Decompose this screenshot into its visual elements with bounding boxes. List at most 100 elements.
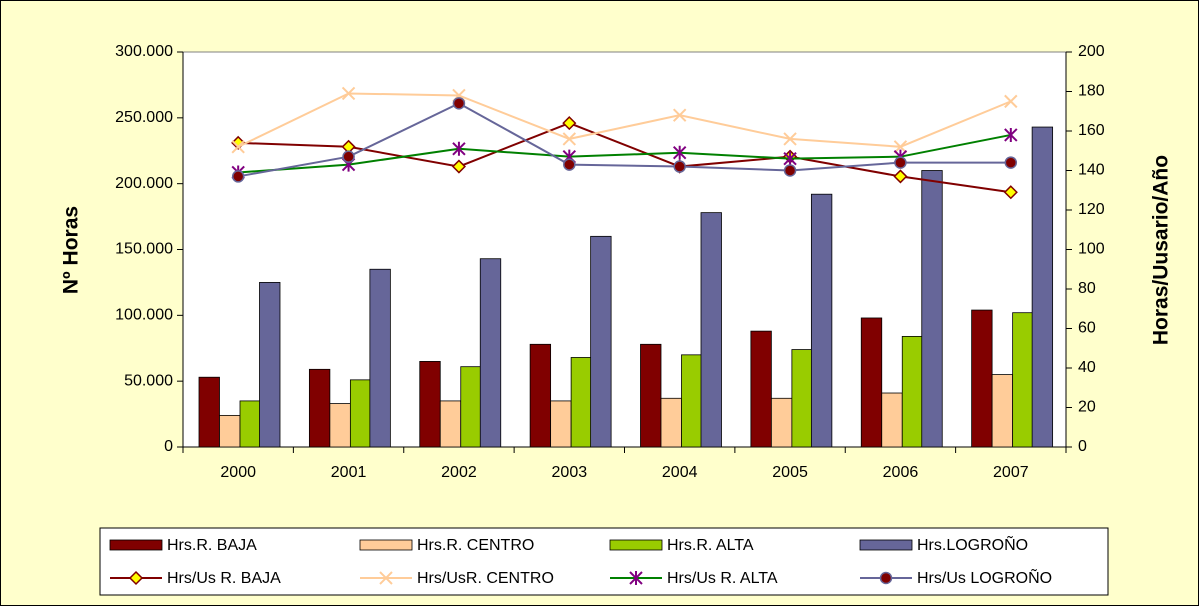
x-tick-label: 2003 [552, 464, 588, 481]
bar [660, 397, 682, 448]
line [238, 102, 1011, 178]
point-marker [893, 140, 908, 154]
point-marker [452, 97, 466, 110]
legend-marker [128, 570, 144, 586]
legend-marker [879, 571, 893, 585]
legend-label: Hrs/Us R. BAJA [167, 570, 281, 587]
legend-box [99, 527, 1109, 596]
legend-label: Hrs.R. BAJA [167, 537, 257, 554]
bar [590, 235, 612, 448]
bar [971, 309, 993, 448]
y2-tick-label: 180 [1078, 83, 1105, 100]
bar [419, 361, 441, 448]
bar [570, 357, 593, 448]
bar [239, 400, 261, 448]
line [238, 122, 1011, 194]
x-tick-label: 2002 [441, 464, 477, 481]
line [238, 133, 1012, 174]
legend-marker [629, 571, 643, 585]
point-marker [894, 156, 907, 169]
bar [1012, 312, 1034, 448]
bar [198, 376, 220, 448]
point-marker [1004, 127, 1018, 142]
bar [1031, 126, 1054, 448]
point-marker [783, 164, 797, 177]
x-tick-label: 2005 [772, 464, 808, 481]
bar [259, 282, 281, 448]
legend-marker [379, 571, 393, 585]
bar [860, 317, 883, 448]
point-marker [783, 151, 797, 166]
point-marker [231, 140, 245, 154]
bar [439, 400, 462, 448]
y2-tick-label: 100 [1078, 241, 1105, 258]
bar [770, 397, 793, 448]
bar [479, 258, 502, 448]
point-marker [673, 160, 686, 173]
y2-tick-label: 140 [1078, 162, 1105, 179]
y2-tick-label: 120 [1078, 201, 1105, 218]
point-marker [231, 170, 245, 183]
bar [921, 170, 943, 448]
y2-tick-label: 40 [1078, 359, 1096, 376]
point-marker [783, 132, 797, 146]
legend-label: Hrs.LOGROÑO [917, 534, 1028, 554]
point-marker [562, 132, 577, 146]
point-marker [451, 159, 466, 174]
y-tick-label: 300.000 [115, 43, 173, 60]
y2-tick-label: 200 [1078, 43, 1105, 60]
x-tick-label: 2004 [662, 464, 698, 481]
y-axis-label: Nº Horas [60, 206, 83, 294]
point-marker [563, 158, 576, 171]
y2-tick-label: 0 [1078, 438, 1087, 455]
point-marker [893, 169, 908, 184]
y2-tick-label: 80 [1078, 280, 1096, 297]
point-marker [1003, 185, 1018, 200]
legend-label: Hrs.R. ALTA [667, 537, 754, 554]
legend-swatch [359, 539, 413, 551]
bar [369, 268, 391, 448]
y-tick-label: 250.000 [115, 109, 173, 126]
bar [640, 343, 662, 448]
y2-tick-label: 20 [1078, 399, 1096, 416]
point-marker [1004, 156, 1018, 169]
bar [700, 212, 722, 448]
legend-label: Hrs/Us R. ALTA [667, 570, 778, 587]
point-marker [562, 116, 577, 131]
legend-swatch [859, 539, 913, 551]
point-marker [1004, 94, 1018, 109]
point-marker [342, 150, 355, 163]
x-tick-label: 2001 [331, 464, 367, 481]
x-tick-label: 2006 [883, 464, 919, 481]
bar [901, 335, 924, 448]
x-tick-label: 2007 [993, 464, 1029, 481]
y2-tick-label: 60 [1078, 320, 1096, 337]
legend-label: Hrs/UsR. CENTRO [417, 570, 554, 587]
line [237, 92, 1012, 148]
point-marker [672, 108, 687, 122]
bar [529, 343, 552, 448]
bar [750, 330, 772, 448]
y2-axis-label: Horas/Uusario/Año [1150, 155, 1173, 345]
y-tick-label: 150.000 [115, 241, 173, 258]
y-tick-label: 200.000 [115, 175, 173, 192]
bar [881, 392, 903, 448]
bar [308, 368, 331, 448]
y-tick-label: 100.000 [115, 307, 173, 324]
legend-swatch [609, 539, 663, 551]
legend-swatch [109, 539, 163, 551]
legend-label: Hrs/Us LOGROÑO [917, 567, 1052, 587]
bar [681, 354, 703, 448]
point-marker [672, 145, 687, 160]
bar [550, 400, 572, 448]
x-tick-label: 2000 [220, 464, 256, 481]
point-marker [452, 141, 466, 156]
bar [991, 374, 1014, 448]
bar [219, 414, 241, 448]
bar [810, 193, 833, 448]
y2-tick-label: 160 [1078, 122, 1105, 139]
point-marker [341, 86, 356, 101]
y-tick-label: 50.000 [124, 372, 173, 389]
